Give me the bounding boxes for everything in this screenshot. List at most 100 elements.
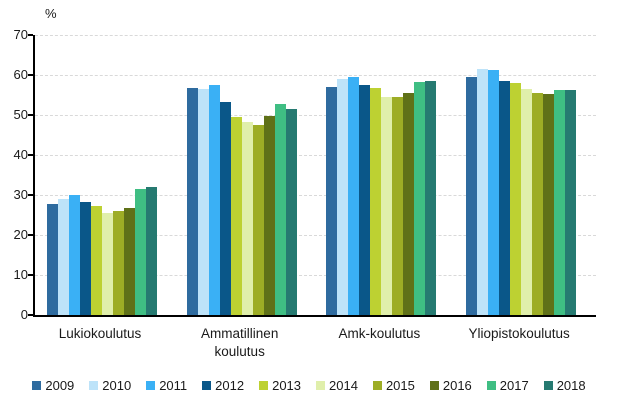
y-axis-tick-mark	[28, 74, 33, 76]
legend-label: 2018	[556, 378, 586, 393]
gridline	[35, 35, 596, 36]
y-axis-tick-label: 30	[13, 187, 28, 202]
gridline	[35, 235, 596, 236]
legend-label: 2014	[329, 378, 358, 393]
legend-item-2009: 2009	[32, 378, 74, 393]
gridline	[35, 195, 596, 196]
bar-2018-amk-koulutus	[425, 81, 436, 315]
bar-2013-yliopistokoulutus	[510, 83, 521, 315]
y-axis-tick-label: 0	[20, 307, 28, 322]
legend-label: 2011	[159, 378, 188, 393]
plot-area	[28, 34, 596, 317]
bar-2011-lukiokoulutus	[69, 194, 80, 315]
x-axis-category-label: Amk-koulutus	[338, 326, 421, 341]
legend-swatch-icon	[316, 381, 326, 390]
bar-2010-lukiokoulutus	[58, 198, 69, 315]
legend-item-2017: 2017	[486, 378, 529, 393]
bar-2018-ammatillinen-koulutus	[286, 108, 297, 315]
bar-2009-yliopistokoulutus	[466, 77, 477, 315]
legend-swatch-icon	[259, 381, 269, 390]
bar-2018-lukiokoulutus	[146, 187, 157, 315]
y-axis-tick-mark	[28, 234, 33, 236]
y-axis-tick-label: 60	[13, 67, 28, 82]
bar-2017-yliopistokoulutus	[554, 90, 565, 315]
bar-2013-ammatillinen-koulutus	[231, 117, 242, 315]
gridline	[35, 275, 596, 276]
legend-label: 2010	[102, 378, 132, 393]
bar-2015-yliopistokoulutus	[532, 93, 543, 315]
bar-2014-ammatillinen-koulutus	[242, 121, 253, 315]
legend-item-2018: 2018	[543, 378, 586, 393]
legend-item-2013: 2013	[259, 378, 301, 393]
y-axis-tick-mark	[28, 274, 33, 276]
bar-2009-ammatillinen-koulutus	[187, 88, 198, 315]
y-axis-unit-label: %	[45, 6, 57, 21]
legend-label: 2016	[442, 378, 472, 393]
legend-swatch-icon	[89, 381, 99, 390]
x-axis-category-label: Ammatillinen koulutus	[201, 326, 279, 359]
legend-swatch-icon	[32, 381, 42, 390]
bar-2015-amk-koulutus	[392, 97, 403, 315]
legend: 2009 2010 2011 2012 2013 2014 2015 2016 2017 2018	[0, 378, 618, 393]
y-axis-tick-label: 20	[13, 227, 28, 242]
legend-label: 2009	[45, 378, 75, 393]
y-axis-tick-label: 70	[13, 27, 28, 42]
bar-2010-ammatillinen-koulutus	[198, 89, 209, 315]
legend-swatch-icon	[202, 381, 212, 390]
bar-2017-lukiokoulutus	[135, 189, 146, 315]
legend-swatch-icon	[146, 381, 156, 390]
bar-2017-ammatillinen-koulutus	[275, 103, 286, 315]
y-axis-tick-mark	[28, 114, 33, 116]
x-axis-category-label: Yliopistokoulutus	[468, 326, 570, 341]
bar-2014-lukiokoulutus	[102, 212, 113, 315]
bar-2011-ammatillinen-koulutus	[209, 85, 220, 315]
legend-item-2011: 2011	[146, 378, 187, 393]
legend-item-2014: 2014	[316, 378, 358, 393]
y-axis-tick-mark	[28, 154, 33, 156]
y-axis-tick-label: 10	[13, 267, 28, 282]
bar-2016-amk-koulutus	[403, 93, 414, 315]
bar-2009-lukiokoulutus	[47, 203, 58, 315]
y-axis-tick-mark	[28, 194, 33, 196]
gridline	[35, 75, 596, 76]
bar-2017-amk-koulutus	[414, 82, 425, 315]
legend-item-2012: 2012	[202, 378, 244, 393]
bar-2015-lukiokoulutus	[113, 211, 124, 315]
bar-2013-amk-koulutus	[370, 88, 381, 315]
bar-2012-ammatillinen-koulutus	[220, 101, 231, 315]
legend-label: 2017	[499, 378, 529, 393]
legend-swatch-icon	[486, 381, 496, 390]
x-axis-category-label: Lukiokoulutus	[58, 326, 142, 341]
bar-2012-amk-koulutus	[359, 85, 370, 315]
bar-2018-yliopistokoulutus	[565, 90, 576, 315]
bar-2012-yliopistokoulutus	[499, 81, 510, 315]
bar-2010-yliopistokoulutus	[477, 69, 488, 315]
y-axis-tick-mark	[28, 34, 33, 36]
bar-2016-ammatillinen-koulutus	[264, 115, 275, 315]
bar-2016-lukiokoulutus	[124, 207, 135, 315]
legend-item-2016: 2016	[429, 378, 472, 393]
bar-2011-yliopistokoulutus	[488, 70, 499, 315]
legend-swatch-icon	[429, 381, 439, 390]
bar-2014-yliopistokoulutus	[521, 89, 532, 315]
legend-label: 2013	[272, 378, 302, 393]
y-axis-tick-label: 50	[13, 107, 28, 122]
legend-item-2015: 2015	[372, 378, 415, 393]
bar-2009-amk-koulutus	[326, 87, 337, 315]
bar-2015-ammatillinen-koulutus	[253, 124, 264, 315]
legend-label: 2015	[385, 378, 415, 393]
legend-label: 2012	[215, 378, 245, 393]
y-axis-tick-label: 40	[13, 147, 28, 162]
gridline	[35, 155, 596, 156]
legend-swatch-icon	[372, 381, 382, 390]
legend-item-2010: 2010	[89, 378, 131, 393]
legend-swatch-icon	[543, 381, 553, 390]
bar-2013-lukiokoulutus	[91, 205, 102, 315]
gridline	[35, 115, 596, 116]
bar-2012-lukiokoulutus	[80, 201, 91, 315]
y-axis-tick-mark	[28, 314, 33, 316]
bar-2016-yliopistokoulutus	[543, 94, 554, 315]
bar-2010-amk-koulutus	[337, 78, 348, 315]
bar-2011-amk-koulutus	[348, 76, 359, 315]
